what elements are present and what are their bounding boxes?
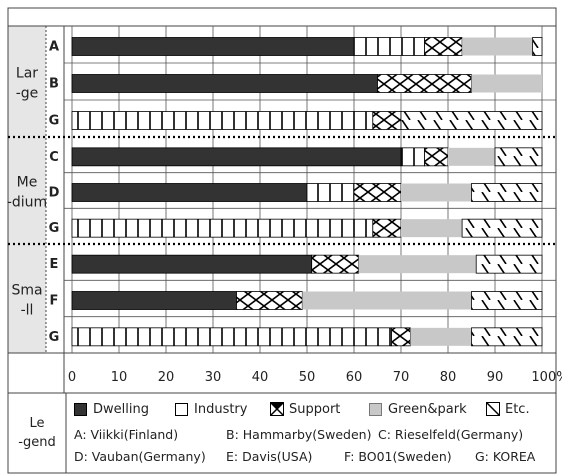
group-label-1-line-0: Me	[17, 175, 38, 191]
legend-city-d: D: Vauban(Germany)	[74, 449, 206, 464]
bar-segment-1-1-etc	[471, 183, 543, 202]
green-park-swatch	[369, 402, 382, 416]
group-label-0-line-1: -ge	[16, 86, 39, 102]
industry-swatch	[175, 402, 188, 416]
bar-segment-2-1-dwelling	[71, 291, 237, 310]
bar-segment-2-0-etc	[475, 254, 543, 274]
bar-segment-0-1-support	[377, 74, 472, 93]
legend-item-industry: Industry	[175, 399, 247, 419]
x-tick-label-90: 90	[487, 370, 504, 385]
bar-segment-2-1-etc	[471, 291, 543, 310]
legend-city-e: E: Davis(USA)	[226, 449, 313, 464]
bar-segment-1-0-industry	[400, 147, 425, 167]
bar-segment-1-1-dwelling	[71, 183, 308, 202]
legend-label-green: Green&park	[388, 401, 467, 417]
category-label-2-2: G	[49, 330, 60, 345]
bar-segment-0-0-dwelling	[71, 37, 355, 56]
group-label-1-line-1: -dium	[7, 195, 47, 211]
legend-city-f: F: BO01(Sweden)	[344, 449, 452, 464]
bar-segment-0-1-greenpark	[471, 74, 542, 93]
x-tick-label-50: 50	[299, 370, 316, 385]
category-label-2-0: E	[50, 257, 59, 272]
bar-segment-1-2-etc	[461, 218, 543, 238]
bar-segment-2-1-support	[236, 291, 303, 310]
category-label-2-1: F	[50, 294, 59, 309]
x-tick-label-20: 20	[158, 370, 175, 385]
bar-segment-0-2-etc	[400, 111, 543, 130]
bar-segment-2-2-support	[391, 327, 411, 347]
bar-segment-0-0-support	[424, 37, 463, 56]
group-label-panel	[8, 26, 46, 353]
bar-segment-0-2-support	[372, 111, 402, 130]
bar-segment-1-2-industry	[71, 218, 374, 238]
bar-segment-0-1-dwelling	[71, 74, 378, 93]
bar-segment-1-1-industry	[306, 183, 355, 202]
bar-segment-1-2-support	[372, 218, 402, 238]
x-tick-label-10: 10	[111, 370, 128, 385]
x-tick-label-60: 60	[346, 370, 363, 385]
bar-segment-2-2-etc	[471, 327, 543, 347]
legend-item-etc: Etc.	[486, 399, 530, 419]
x-tick-label-80: 80	[440, 370, 457, 385]
bar-segment-2-0-support	[311, 254, 360, 274]
group-label-0-line-0: Lar	[16, 66, 38, 82]
category-label-0-2: G	[49, 114, 60, 129]
legend-city-a: A: Viikki(Finland)	[74, 427, 179, 442]
category-label-0-1: B	[49, 77, 59, 92]
category-label-1-0: C	[49, 150, 59, 165]
bar-segment-2-2-greenpark	[410, 327, 472, 346]
legend-items: Dwelling Industry Support Green&park Etc	[74, 399, 554, 419]
bar-segment-2-0-greenpark	[358, 255, 477, 274]
bar-segment-0-0-industry	[353, 37, 425, 56]
x-tick-label-30: 30	[205, 370, 222, 385]
x-tick-label-40: 40	[252, 370, 269, 385]
bar-segment-1-2-greenpark	[401, 219, 463, 238]
support-swatch	[270, 402, 284, 416]
category-label-1-1: D	[49, 186, 60, 201]
bar-segment-1-0-support	[424, 147, 449, 167]
legend-title: Le -gend	[8, 393, 66, 473]
category-label-0-0: A	[49, 40, 59, 55]
legend-label-etc: Etc.	[505, 401, 530, 417]
dwelling-swatch	[74, 402, 87, 416]
category-label-1-2: G	[49, 221, 60, 236]
group-label-2-line-0: Sma	[11, 283, 42, 299]
legend-title-line1: Le	[29, 416, 45, 431]
x-tick-label-0: 0	[68, 370, 76, 385]
legend-title-line2: -gend	[18, 435, 56, 450]
legend-item-dwelling: Dwelling	[74, 399, 149, 419]
legend-city-g: G: KOREA	[475, 449, 536, 464]
bar-segment-2-0-dwelling	[71, 254, 313, 274]
legend: Le -gend Dwelling Industry Support Green…	[8, 393, 556, 473]
bar-segment-0-0-greenpark	[462, 37, 533, 56]
bar-segment-2-2-industry	[71, 327, 393, 347]
bar-segment-0-2-industry	[71, 111, 374, 130]
bar-segment-1-0-etc	[494, 147, 543, 167]
legend-city-b: B: Hammarby(Sweden)	[226, 427, 372, 442]
legend-item-support: Support	[270, 399, 340, 419]
legend-city-c: C: Rieselfeld(Germany)	[378, 427, 524, 442]
bar-segment-2-1-greenpark	[302, 291, 472, 310]
legend-item-green: Green&park	[369, 399, 467, 419]
bar-segment-1-0-greenpark	[448, 147, 495, 166]
x-tick-label-70: 70	[393, 370, 410, 385]
x-tick-label-100: 100%	[531, 370, 562, 385]
bar-segment-1-1-support	[353, 183, 402, 202]
etc-swatch	[486, 402, 500, 416]
legend-label-dwelling: Dwelling	[93, 401, 149, 417]
group-label-2-line-1: -ll	[21, 303, 34, 319]
bar-segment-0-0-etc	[532, 37, 543, 56]
bar-segment-1-1-greenpark	[401, 183, 472, 202]
bar-segment-1-0-dwelling	[71, 147, 402, 167]
legend-label-support: Support	[289, 401, 341, 417]
legend-label-industry: Industry	[194, 401, 248, 417]
